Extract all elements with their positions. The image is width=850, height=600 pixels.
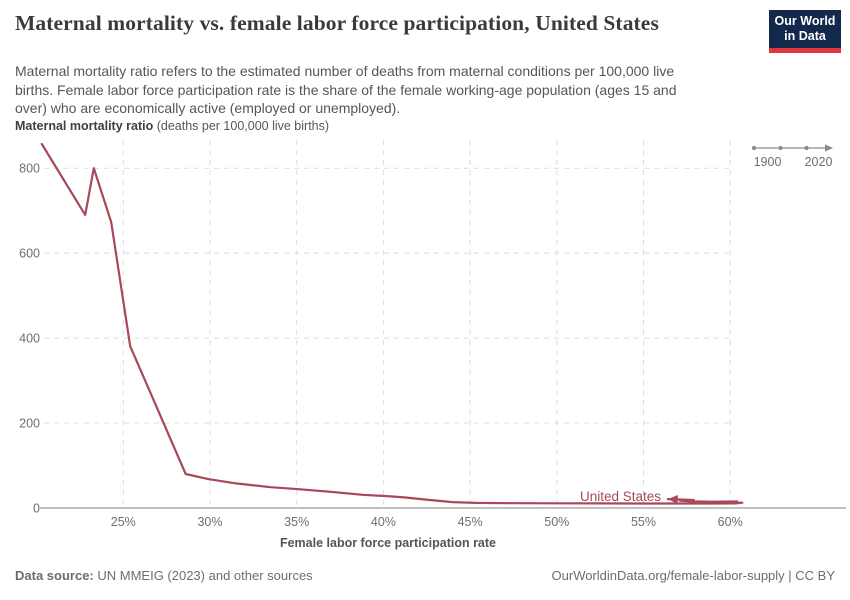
- chart-footer: Data source: UN MMEIG (2023) and other s…: [15, 568, 835, 583]
- y-tick-label-400: 400: [19, 332, 40, 346]
- x-axis-title: Female labor force participation rate: [279, 536, 497, 550]
- owid-url-license-link[interactable]: OurWorldinData.org/female-labor-supply |…: [551, 568, 835, 583]
- timeline-arrow-icon: [825, 144, 833, 152]
- timeline-start-label: 1900: [754, 155, 782, 169]
- owid-logo-line2: in Data: [784, 29, 826, 43]
- y-axis-unit-label-bold: Maternal mortality ratio: [15, 119, 154, 133]
- owid-logo-line1: Our World: [774, 14, 836, 28]
- series-label-united-states[interactable]: United States: [580, 489, 661, 504]
- page-title: Maternal mortality vs. female labor forc…: [15, 11, 659, 35]
- subtitle-line-2: births. Female labor force participation…: [15, 81, 677, 98]
- y-axis-unit-label-rest: (deaths per 100,000 live births): [153, 119, 330, 133]
- subtitle-line-3: over) who are economically active (emplo…: [15, 100, 401, 116]
- y-axis-unit-label: Maternal mortality ratio (deaths per 100…: [15, 119, 329, 133]
- timeline-dot-2[interactable]: [804, 145, 809, 151]
- subtitle-line-1: Maternal mortality ratio refers to the e…: [15, 63, 675, 79]
- x-tick-label-55%: 55%: [631, 515, 656, 529]
- x-tick-label-35%: 35%: [284, 515, 309, 529]
- series-line-united-states[interactable]: [40, 142, 744, 505]
- y-tick-label-800: 800: [19, 162, 40, 176]
- x-tick-label-40%: 40%: [371, 515, 396, 529]
- timeline-dot-1[interactable]: [778, 145, 783, 151]
- data-source-label: Data source:: [15, 568, 94, 583]
- timeline-end-label: 2020: [805, 155, 833, 169]
- chart-subtitle: Maternal mortality ratio refers to the e…: [15, 62, 677, 118]
- owid-logo[interactable]: Our World in Data: [769, 10, 841, 53]
- y-tick-label-600: 600: [19, 247, 40, 261]
- x-tick-label-50%: 50%: [544, 515, 569, 529]
- x-tick-label-30%: 30%: [197, 515, 222, 529]
- timeline-dot-0[interactable]: [751, 145, 757, 151]
- x-tick-label-25%: 25%: [111, 515, 136, 529]
- y-tick-label-200: 200: [19, 417, 40, 431]
- x-tick-label-45%: 45%: [458, 515, 483, 529]
- data-source-note: Data source: UN MMEIG (2023) and other s…: [15, 568, 313, 583]
- data-source-text: UN MMEIG (2023) and other sources: [93, 568, 313, 583]
- series-end-arrow-icon: [667, 494, 678, 504]
- x-tick-label-60%: 60%: [718, 515, 743, 529]
- y-tick-label-0: 0: [33, 502, 40, 516]
